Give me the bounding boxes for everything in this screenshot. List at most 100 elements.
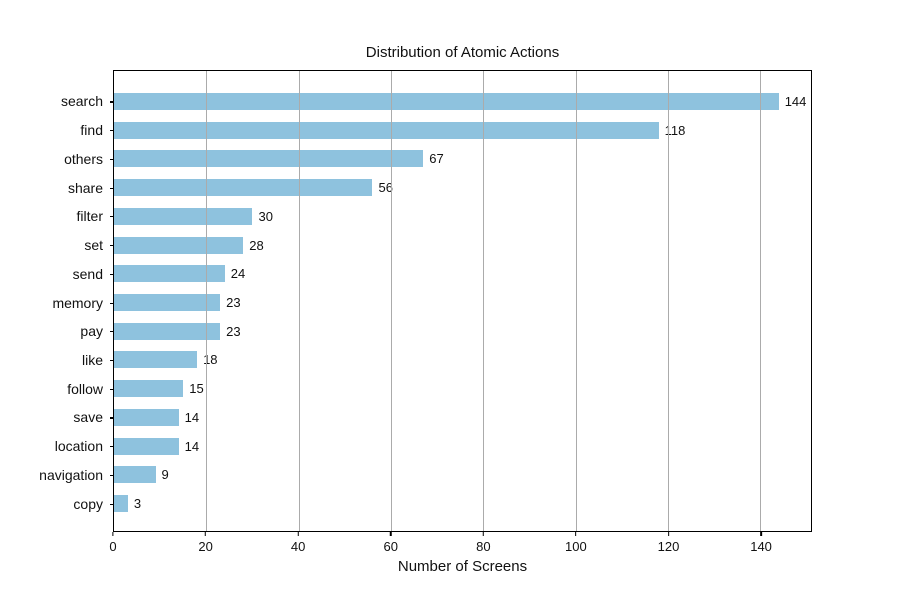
category-label: copy [73,495,103,512]
bar-value-label: 23 [226,295,241,310]
y-tick-mark [110,158,114,161]
bar-row: others 67 [64,144,811,173]
x-tick-label: 40 [290,539,306,554]
bar-row: memory 23 [52,288,811,317]
plot-area: search 144 find 118 others 67 share 56 filter 30 s… [39,70,812,532]
y-tick-mark [110,245,114,247]
bar-value-label: 144 [784,93,807,109]
bar [114,466,156,484]
x-tick: 0 [109,532,117,554]
category-label: share [67,179,103,196]
bar [114,121,659,139]
x-tick-label: 0 [109,539,117,554]
bar [114,437,179,455]
x-tick-label: 120 [657,539,680,554]
bar-row: share 56 [68,173,811,202]
bar [114,92,779,110]
bar [114,408,179,426]
category-label: follow [67,380,103,397]
x-tick: 100 [565,532,587,554]
x-tick: 60 [384,532,398,554]
bar [114,265,225,283]
y-tick-mark [110,388,114,390]
x-tick-mark [112,532,114,536]
y-tick-mark [110,302,114,304]
bar [114,495,128,513]
x-tick-mark [575,532,577,536]
bar-row: save 14 [73,403,811,432]
x-tick: 20 [198,532,213,554]
bar-value-label: 24 [230,266,246,282]
bar-row: filter 30 [77,202,811,231]
bar-value-label: 28 [249,237,264,253]
x-tick-label: 100 [565,539,587,554]
category-label: navigation [39,466,103,483]
y-tick-mark [110,503,114,505]
bar-value-label: 18 [203,352,218,368]
y-tick-mark [110,474,114,477]
x-tick-label: 140 [750,539,772,554]
category-label: search [60,93,103,110]
category-label: like [81,351,103,368]
bar [114,207,253,225]
y-tick-mark [110,359,114,362]
y-tick-mark [110,130,114,132]
bar-row: pay 23 [80,317,811,346]
bar [114,322,221,340]
bar-value-label: 67 [429,151,444,167]
x-tick-label: 60 [383,539,398,554]
x-tick: 80 [476,532,491,554]
bar-row: send 24 [73,259,811,288]
category-label: save [73,409,103,426]
x-tick: 40 [291,532,305,554]
bar-row: navigation 9 [39,461,811,490]
bar-row: copy 3 [73,489,811,518]
x-tick-mark [204,532,207,536]
y-tick-mark [110,273,114,275]
bar-value-label: 14 [184,409,200,425]
bar-row: search 144 [61,87,811,116]
category-label: set [84,237,103,254]
category-label: find [80,122,103,139]
bar-rows-container: search 144 find 118 others 67 share 56 filter 30 s… [39,71,811,531]
bar [114,150,424,168]
bar [114,351,198,369]
bar-value-label: 30 [258,208,273,224]
y-tick-mark [110,216,114,218]
category-label: others [64,150,103,167]
y-tick-mark [110,417,114,419]
x-tick-mark [667,532,670,536]
chart-title: Distribution of Atomic Actions [365,44,560,61]
bar-value-label: 56 [378,180,393,196]
x-tick-label: 20 [198,539,213,554]
x-tick-mark [390,532,392,536]
x-tick-mark [482,532,484,536]
bar-row: set 28 [84,231,811,260]
x-axis-label: Number of Screens [397,558,528,575]
category-label: memory [52,294,103,311]
bar-value-label: 14 [184,438,200,454]
y-tick-mark [110,187,114,189]
x-tick: 140 [750,532,772,554]
x-tick: 120 [657,532,680,554]
y-tick-mark [110,446,114,448]
bar-value-label: 118 [664,122,686,138]
x-tick-mark [297,532,299,536]
x-axis-ticks: 0 20 40 60 80 100 120 140 [109,532,812,562]
bar-value-label: 15 [189,381,204,397]
bar-row: location 14 [55,432,811,461]
y-tick-mark [110,331,114,333]
category-label: location [54,438,103,455]
bar-value-label: 3 [133,496,142,512]
bar [114,179,373,197]
x-tick-label: 80 [476,539,491,554]
category-label: send [72,265,103,282]
category-label: pay [80,323,103,340]
bar [114,294,221,311]
bar-row: like 18 [82,346,811,375]
bar-row: find 118 [80,116,811,145]
category-label: filter [76,208,103,225]
bar-row: follow 15 [67,374,811,403]
bar [114,236,244,254]
